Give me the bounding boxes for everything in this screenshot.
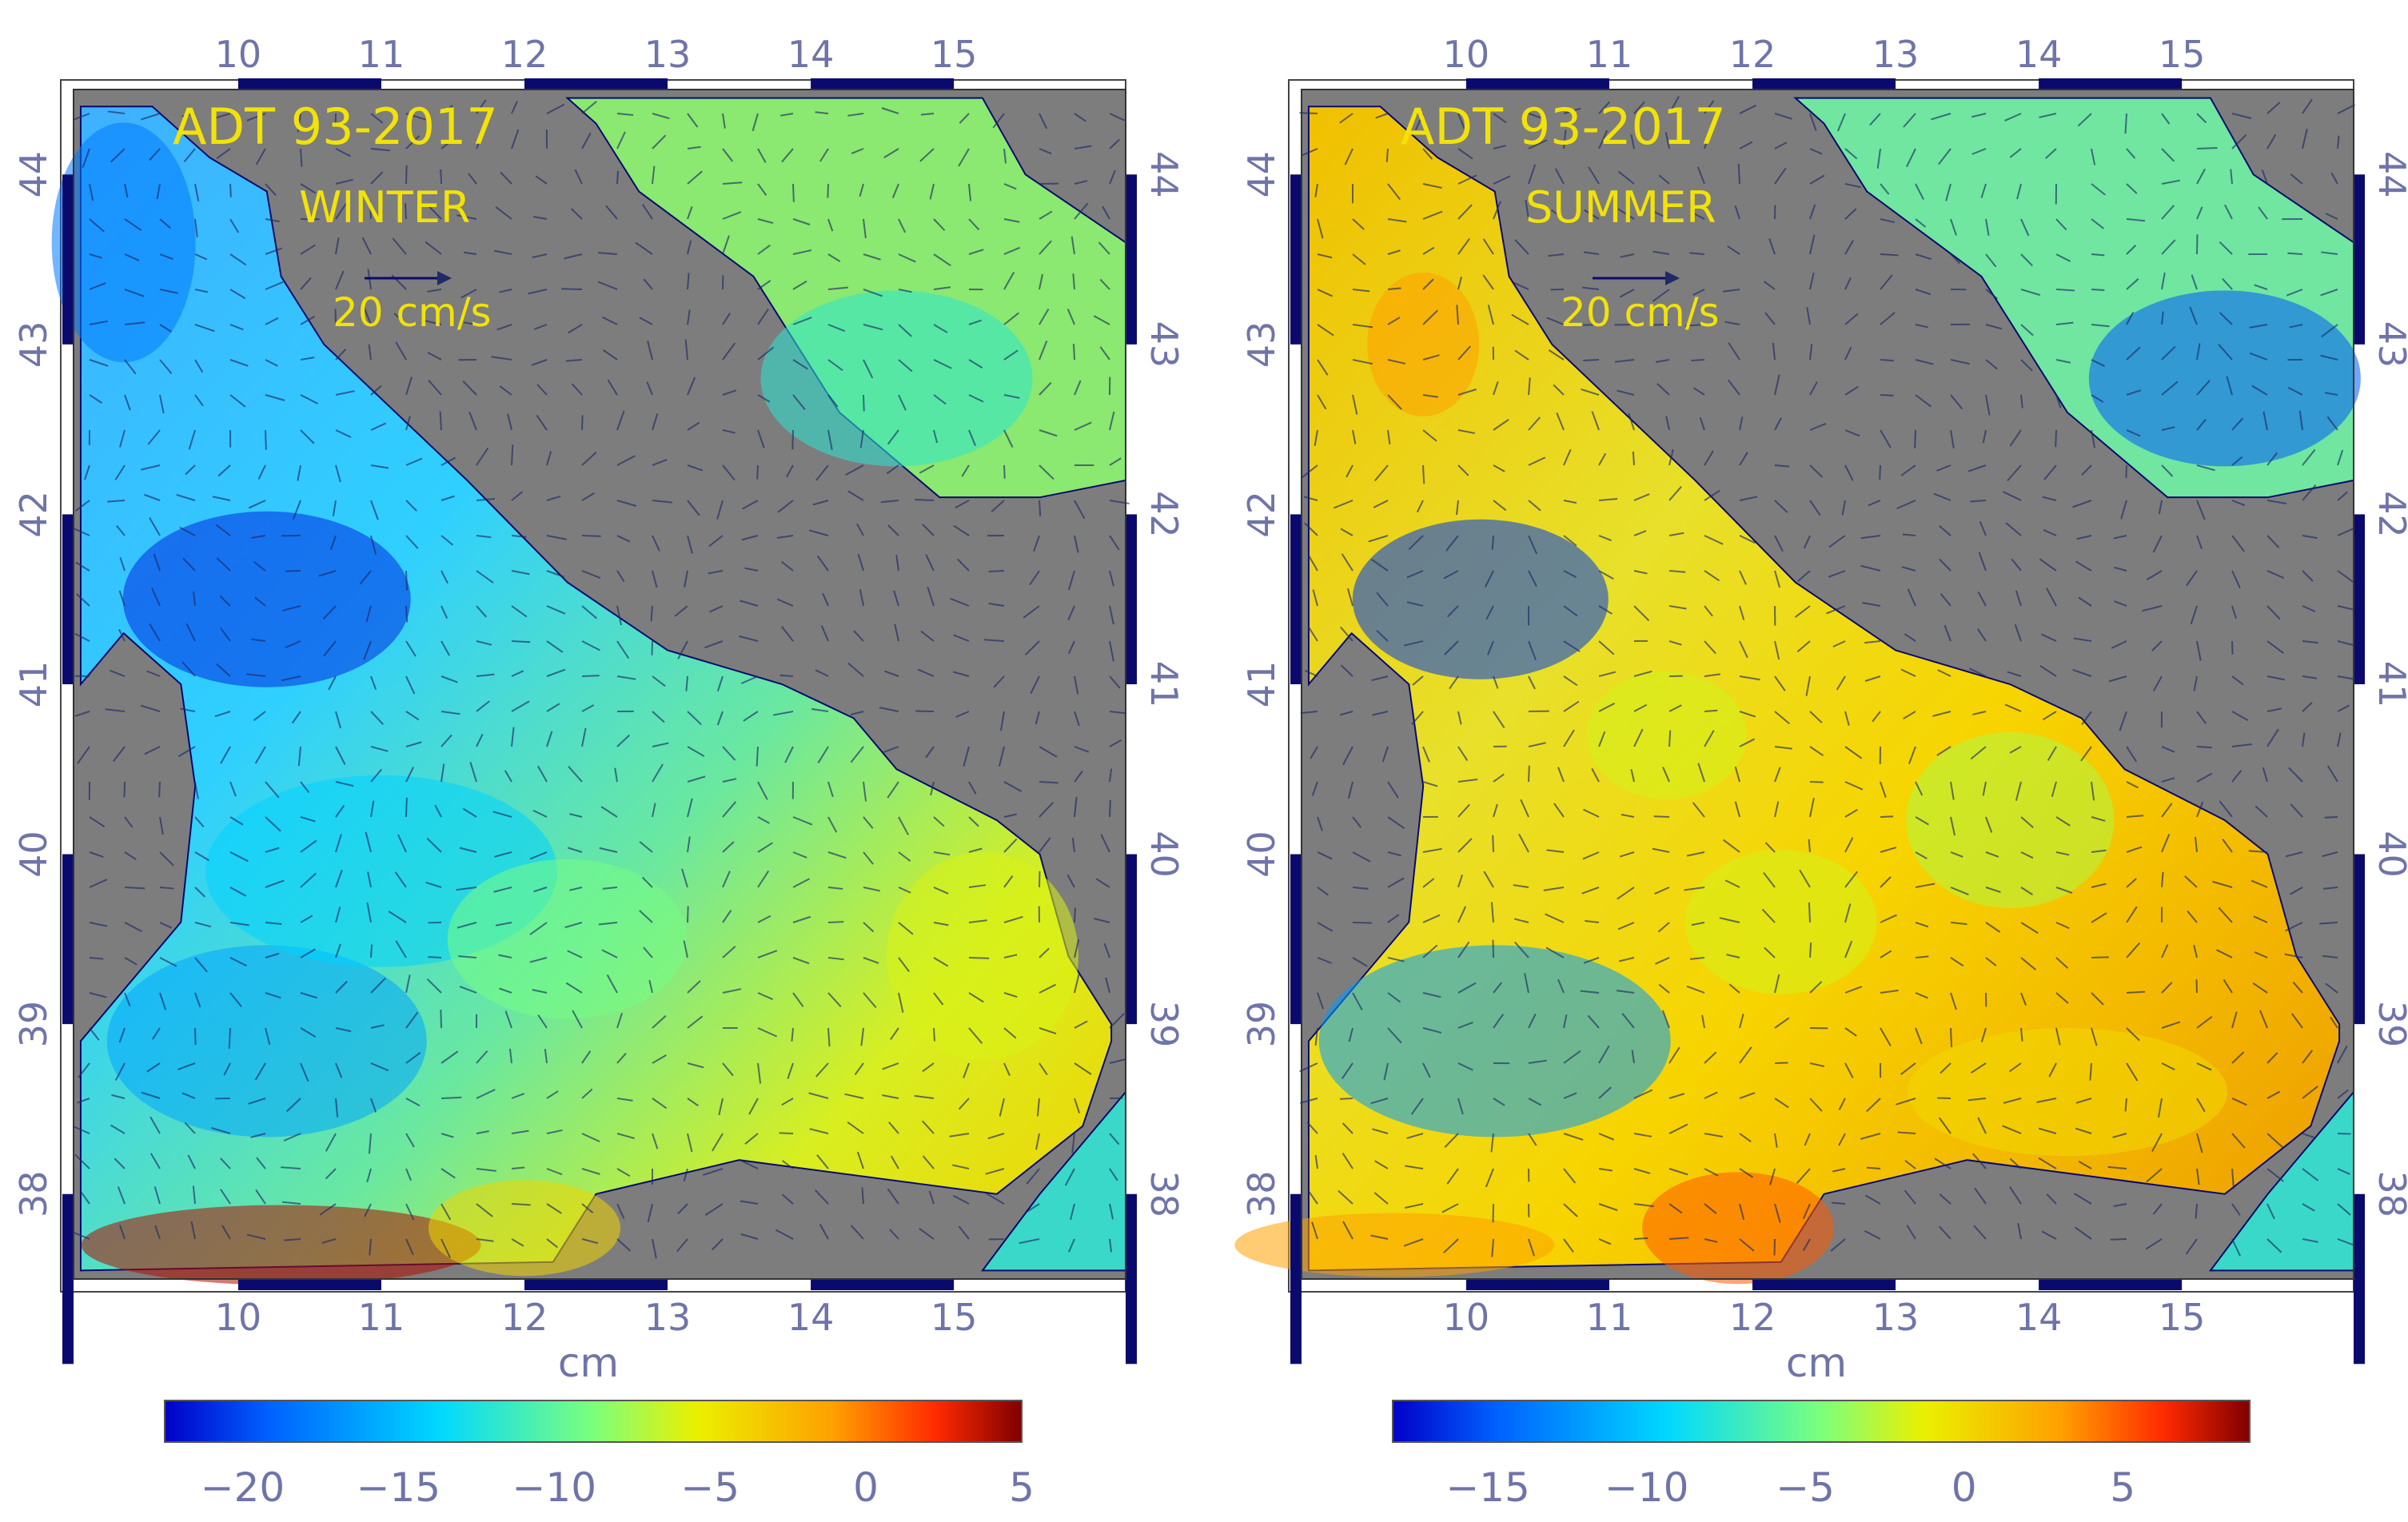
lat-tick-left: 38 [12,1170,55,1217]
lat-tick-left: 38 [1240,1170,1283,1217]
season-label: WINTER [299,182,470,233]
adt-eddy [2088,290,2361,467]
lat-tick-right: 41 [2370,661,2408,708]
lon-tick-bottom: 11 [358,1296,405,1339]
lat-tick-right: 39 [1142,1001,1180,1048]
adt-eddy [760,290,1033,467]
velocity-field [1299,96,2358,1257]
lat-tick-right: 42 [2370,491,2408,538]
lat-tick-right: 40 [2370,831,2408,878]
lon-tick-bottom: 12 [501,1296,548,1339]
season-label: SUMMER [1525,182,1716,233]
adt-eddy [1318,945,1671,1138]
frame-bars [1290,78,2365,1365]
colorbar [1392,1400,2251,1443]
adt-eddy [1906,732,2115,909]
lon-tick-bottom: 11 [1586,1296,1633,1339]
colorbar-tick-label: −15 [1445,1464,1530,1511]
lat-tick-right: 43 [2370,321,2408,369]
colorbar-tick-label: −10 [512,1464,597,1511]
lat-tick-right: 42 [1142,491,1180,538]
unit-label: cm [558,1340,619,1386]
colorbar [164,1400,1023,1443]
adt-eddy [81,1205,481,1285]
lon-tick-top: 14 [787,33,835,76]
lat-tick-right: 39 [2370,1001,2408,1048]
lat-tick-left: 42 [1240,491,1283,538]
colorbar-tick-label: −5 [680,1464,740,1511]
lat-tick-left: 44 [12,151,55,198]
lat-tick-left: 41 [1240,661,1283,708]
lon-tick-bottom: 14 [2015,1296,2063,1339]
adt-eddy [1586,671,1747,799]
lon-tick-top: 12 [1729,33,1776,76]
lon-tick-top: 10 [1443,33,1490,76]
colorbar-tick-label: 0 [853,1464,879,1511]
adt-eddy [122,511,411,687]
adt-eddy [886,852,1078,1061]
lon-tick-top: 10 [215,33,262,76]
lat-tick-left: 39 [12,1001,55,1048]
lat-tick-right: 38 [1142,1170,1180,1217]
winter-panel: 10 10 11 11 12 12 13 13 14 14 15 15 44 44 43 43 42 42 41 41… [12,33,1180,1511]
lon-tick-bottom: 13 [1872,1296,1920,1339]
lon-tick-top: 14 [2015,33,2063,76]
adt-eddy [447,859,688,1019]
velocity-field [72,99,1130,1259]
colorbar-tick-label: 5 [1009,1464,1035,1511]
adt-eddy [1684,850,1877,994]
lat-tick-right: 44 [2370,151,2408,198]
frame-bars [62,78,1137,1365]
colorbar-tick-label: 5 [2110,1464,2135,1511]
lon-tick-bottom: 13 [644,1296,692,1339]
adt-eddy [1367,272,1480,416]
lon-tick-bottom: 15 [2159,1296,2206,1339]
lat-tick-left: 44 [1240,151,1283,198]
lon-tick-top: 11 [1586,33,1633,76]
adt-eddy [429,1180,620,1277]
lat-tick-left: 40 [1240,831,1283,878]
adt-eddy [1642,1172,1835,1285]
lon-tick-bottom: 14 [787,1296,835,1339]
colorbar-tick-label: −5 [1776,1464,1835,1511]
lon-tick-bottom: 10 [1443,1296,1490,1339]
lon-tick-top: 11 [358,33,405,76]
colorbar-tick-label: −20 [201,1464,285,1511]
lon-tick-top: 13 [1872,33,1920,76]
adt-eddy [1907,1028,2227,1157]
adt-eddy [106,945,427,1138]
lat-tick-left: 43 [1240,321,1283,369]
adt-eddy [1352,519,1609,679]
colorbar-tick-label: −15 [357,1464,441,1511]
lon-tick-top: 15 [2159,33,2206,76]
lat-tick-left: 39 [1240,1001,1283,1048]
lat-tick-left: 40 [12,831,55,878]
lat-tick-right: 41 [1142,661,1180,708]
scale-label: 20 cm/s [1561,289,1720,336]
colorbar-tick-label: −10 [1605,1464,1689,1511]
lon-tick-bottom: 10 [215,1296,262,1339]
summer-panel: 10 10 11 11 12 12 13 13 14 14 15 15 44 44 43 43 42 42 41 41… [1234,33,2408,1511]
lon-tick-bottom: 12 [1729,1296,1776,1339]
lon-tick-top: 15 [931,33,978,76]
lon-tick-top: 13 [644,33,692,76]
scale-label: 20 cm/s [333,289,492,336]
adt-eddy [1234,1213,1555,1277]
unit-label: cm [1786,1340,1847,1386]
lat-tick-right: 38 [2370,1170,2408,1217]
map-title: ADT 93-2017 [173,98,498,156]
lat-tick-right: 40 [1142,831,1180,878]
lon-tick-bottom: 15 [931,1296,978,1339]
lon-tick-top: 12 [501,33,548,76]
map-title: ADT 93-2017 [1401,98,1726,156]
lat-tick-left: 43 [12,321,55,369]
lat-tick-right: 43 [1142,321,1180,369]
lat-tick-right: 44 [1142,151,1180,198]
lat-tick-left: 41 [12,661,55,708]
lat-tick-left: 42 [12,491,55,538]
adt-eddy [51,122,196,363]
colorbar-tick-label: 0 [1952,1464,1977,1511]
